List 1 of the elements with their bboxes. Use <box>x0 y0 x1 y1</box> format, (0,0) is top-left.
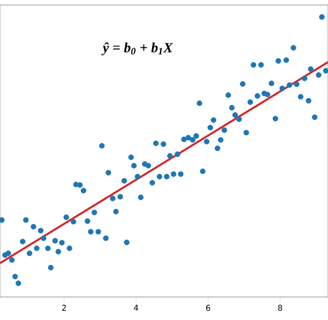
annotation: ŷ = b$_{0}$ + b$_{1}$X <box>101 42 174 56</box>
